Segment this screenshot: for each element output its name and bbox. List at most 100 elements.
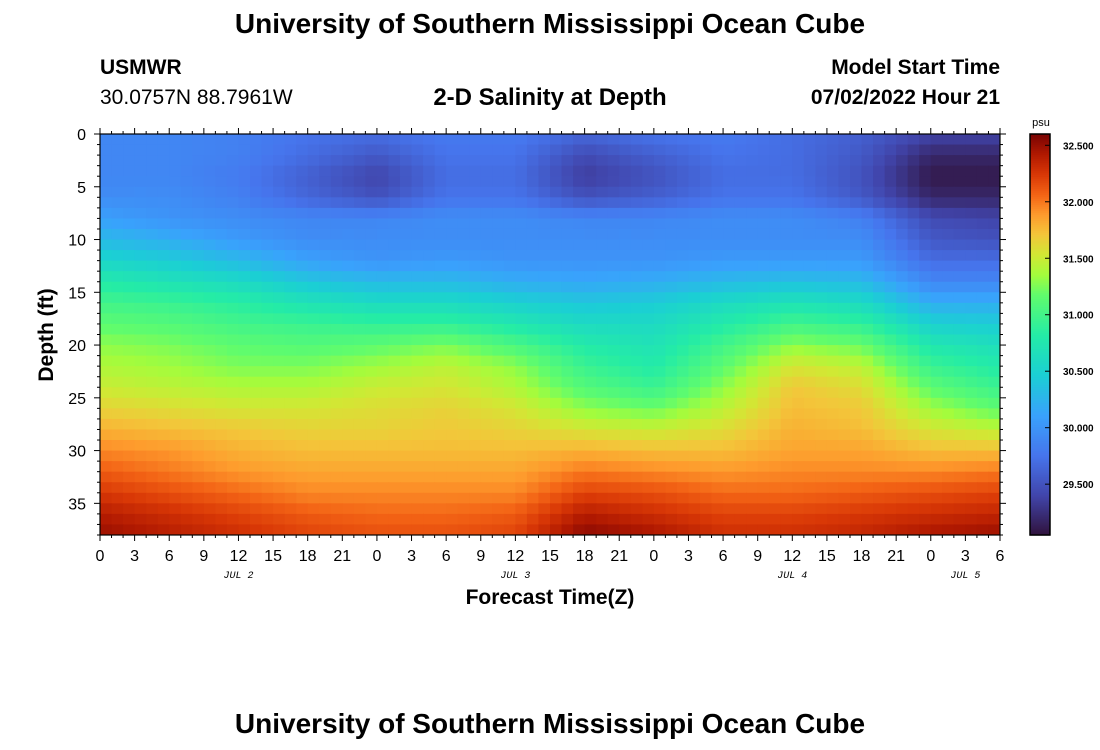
heatmap-cell [307, 408, 320, 420]
heatmap-cell [803, 397, 816, 409]
heatmap-cell [492, 313, 505, 325]
x-tick-label: 6 [165, 548, 174, 565]
heatmap-cell [457, 271, 470, 283]
heatmap-cell [342, 292, 355, 304]
heatmap-cell [169, 176, 182, 188]
heatmap-cell [388, 186, 401, 198]
heatmap-cell [307, 366, 320, 378]
heatmap-cell [296, 281, 309, 293]
heatmap-cell [757, 250, 770, 262]
heatmap-cell [861, 165, 874, 177]
heatmap-cell [284, 355, 297, 367]
heatmap-cell [273, 197, 286, 209]
heatmap-cell [503, 281, 516, 293]
heatmap-cell [515, 239, 528, 251]
heatmap-cell [157, 239, 170, 251]
heatmap-cell [538, 513, 551, 526]
colorbar-segment [1030, 444, 1050, 448]
heatmap-cell [930, 461, 943, 473]
heatmap-cell [930, 144, 943, 156]
heatmap-cell [861, 323, 874, 336]
heatmap-cell [446, 218, 459, 230]
heatmap-cell [376, 186, 390, 198]
heatmap-cell [584, 271, 597, 283]
heatmap-cell [780, 482, 793, 494]
heatmap-cell [873, 408, 886, 420]
heatmap-cell [342, 239, 355, 251]
heatmap-cell [111, 155, 124, 167]
heatmap-cell [169, 408, 182, 420]
heatmap-cell [861, 302, 874, 314]
heatmap-cell [123, 281, 136, 293]
heatmap-cell [988, 440, 1000, 452]
heatmap-cell [919, 155, 932, 167]
heatmap-cell [457, 345, 470, 357]
heatmap-cell [192, 228, 205, 241]
heatmap-cell [976, 418, 990, 431]
heatmap-cell [261, 155, 274, 167]
heatmap-cell [769, 366, 782, 378]
heatmap-cell [492, 228, 505, 241]
heatmap-cell [607, 271, 620, 283]
heatmap-cell [434, 144, 447, 156]
heatmap-cell [434, 492, 447, 504]
heatmap-cell [769, 281, 782, 293]
heatmap-cell [607, 155, 620, 167]
heatmap-cell [353, 450, 366, 462]
heatmap-cell [250, 524, 263, 535]
heatmap-cell [884, 207, 897, 220]
heatmap-cell [584, 228, 597, 241]
heatmap-cell [169, 492, 182, 504]
heatmap-cell [930, 176, 943, 188]
heatmap-cell [100, 355, 113, 367]
heatmap-cell [642, 492, 655, 504]
heatmap-cell [826, 524, 840, 535]
heatmap-cell [873, 524, 886, 535]
heatmap-cell [676, 345, 690, 357]
heatmap-cell [400, 250, 413, 262]
heatmap-cell [700, 524, 713, 535]
heatmap-cell [988, 292, 1000, 304]
heatmap-cell [192, 408, 205, 420]
heatmap-cell [192, 155, 205, 167]
heatmap-cell [792, 397, 805, 409]
heatmap-cell [434, 471, 447, 483]
heatmap-cell [746, 260, 759, 272]
heatmap-cell [584, 313, 597, 325]
heatmap-cell [330, 207, 343, 220]
heatmap-cell [826, 134, 840, 146]
heatmap-cell [653, 440, 666, 452]
heatmap-cell [642, 313, 655, 325]
heatmap-cell [307, 513, 320, 526]
heatmap-cell [607, 176, 620, 188]
heatmap-cell [284, 513, 297, 526]
heatmap-cell [296, 366, 309, 378]
heatmap-cell [469, 281, 482, 293]
heatmap-cell [261, 450, 274, 462]
heatmap-cell [619, 313, 632, 325]
heatmap-cell [723, 482, 736, 494]
heatmap-cell [550, 376, 563, 388]
colorbar-segment [1030, 200, 1050, 203]
colorbar-segment [1030, 500, 1050, 504]
heatmap-cell [930, 366, 943, 378]
colorbar-segment [1030, 164, 1050, 167]
heatmap-cell [919, 302, 932, 314]
day-label: JUL 5 [950, 571, 980, 582]
heatmap-cell [561, 503, 574, 515]
heatmap-cell [550, 471, 563, 483]
heatmap-cell [976, 250, 990, 262]
heatmap-cell [792, 155, 805, 167]
heatmap-cell [192, 186, 205, 198]
heatmap-cell [780, 186, 793, 198]
heatmap-cell [226, 376, 240, 388]
heatmap-cell [711, 418, 724, 431]
heatmap-cell [792, 260, 805, 272]
heatmap-cell [769, 134, 782, 146]
heatmap-cell [676, 186, 690, 198]
heatmap-cell [907, 397, 920, 409]
heatmap-cell [769, 429, 782, 441]
heatmap-cell [573, 281, 586, 293]
heatmap-cell [446, 397, 459, 409]
heatmap-cell [180, 144, 193, 156]
